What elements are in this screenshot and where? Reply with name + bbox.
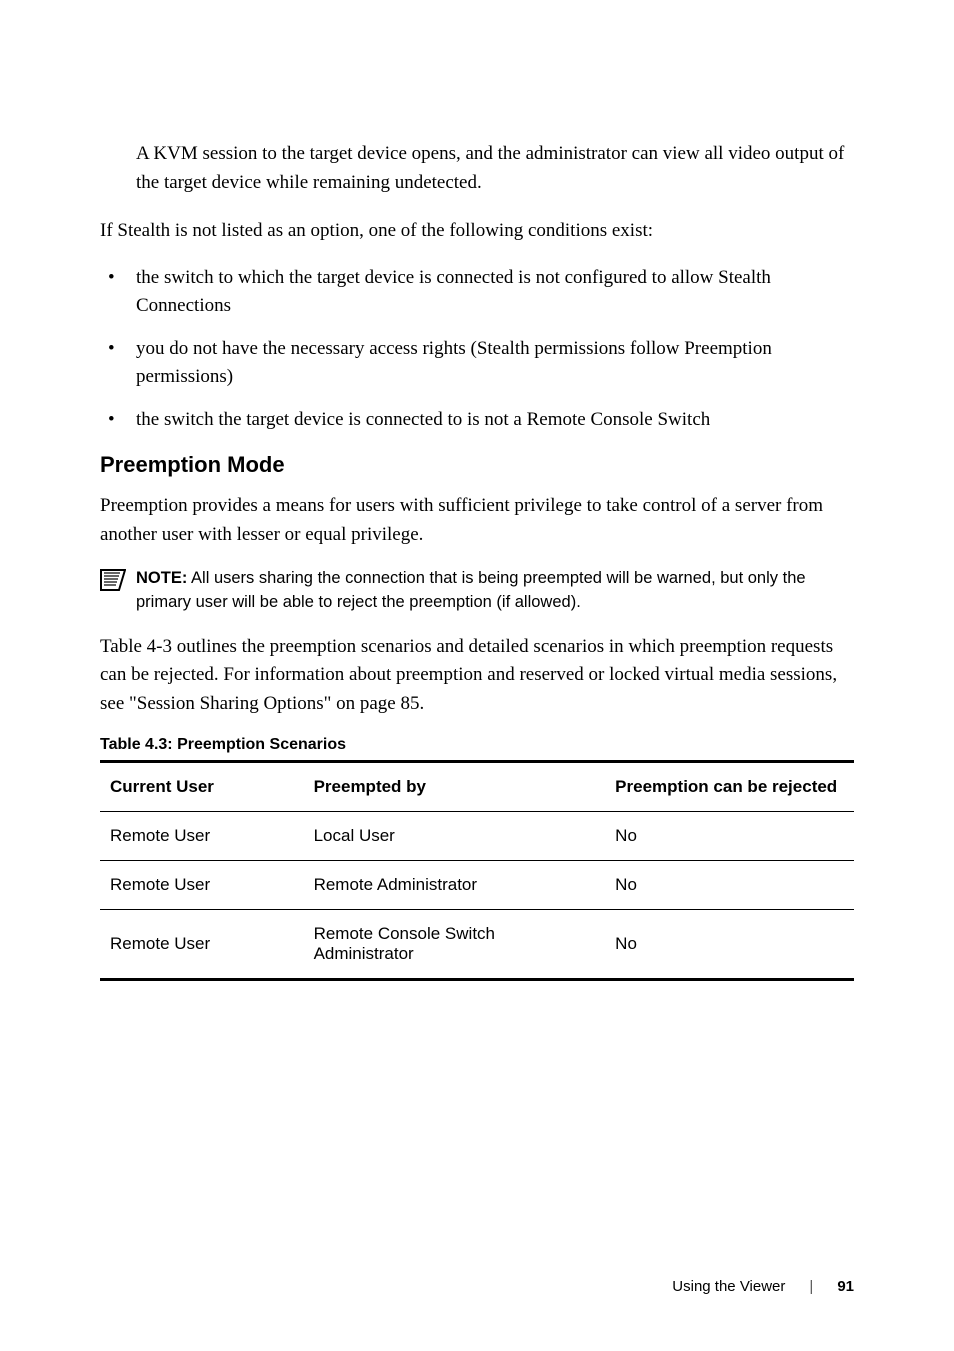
preemption-table: Current User Preempted by Preemption can… <box>100 760 854 981</box>
preemption-paragraph-2: Table 4-3 outlines the preemption scenar… <box>100 633 854 719</box>
page-content: A KVM session to the target device opens… <box>0 0 954 1041</box>
list-item: you do not have the necessary access rig… <box>100 335 854 392</box>
intro-paragraph-2: If Stealth is not listed as an option, o… <box>100 217 854 246</box>
preemption-paragraph-1: Preemption provides a means for users wi… <box>100 492 854 549</box>
table-row: Remote User Local User No <box>100 812 854 861</box>
footer-section-title: Using the Viewer <box>672 1278 785 1295</box>
table-cell: Remote User <box>100 812 304 861</box>
table-row: Remote User Remote Administrator No <box>100 861 854 910</box>
table-cell: No <box>605 812 854 861</box>
table-cell: Remote Console Switch Administrator <box>304 910 606 980</box>
table-cell: No <box>605 861 854 910</box>
table-header-cell: Current User <box>100 762 304 812</box>
note-label: NOTE: <box>136 569 187 587</box>
table-cell: Local User <box>304 812 606 861</box>
table-cell: No <box>605 910 854 980</box>
note-block: NOTE: All users sharing the connection t… <box>100 567 854 615</box>
section-heading-preemption: Preemption Mode <box>100 452 854 478</box>
intro-paragraph-1: A KVM session to the target device opens… <box>136 140 854 197</box>
footer-separator: | <box>809 1278 813 1295</box>
note-text: NOTE: All users sharing the connection t… <box>136 567 854 615</box>
table-cell: Remote Administrator <box>304 861 606 910</box>
table-header-row: Current User Preempted by Preemption can… <box>100 762 854 812</box>
table-cell: Remote User <box>100 861 304 910</box>
list-item: the switch the target device is connecte… <box>100 406 854 435</box>
note-body: All users sharing the connection that is… <box>136 569 806 611</box>
table-header-cell: Preempted by <box>304 762 606 812</box>
note-icon <box>100 569 126 596</box>
conditions-list: the switch to which the target device is… <box>100 264 854 435</box>
table-row: Remote User Remote Console Switch Admini… <box>100 910 854 980</box>
page-footer: Using the Viewer | 91 <box>672 1278 854 1295</box>
table-cell: Remote User <box>100 910 304 980</box>
footer-page-number: 91 <box>837 1278 854 1295</box>
list-item: the switch to which the target device is… <box>100 264 854 321</box>
table-caption: Table 4.3: Preemption Scenarios <box>100 736 854 754</box>
table-header-cell: Preemption can be rejected <box>605 762 854 812</box>
